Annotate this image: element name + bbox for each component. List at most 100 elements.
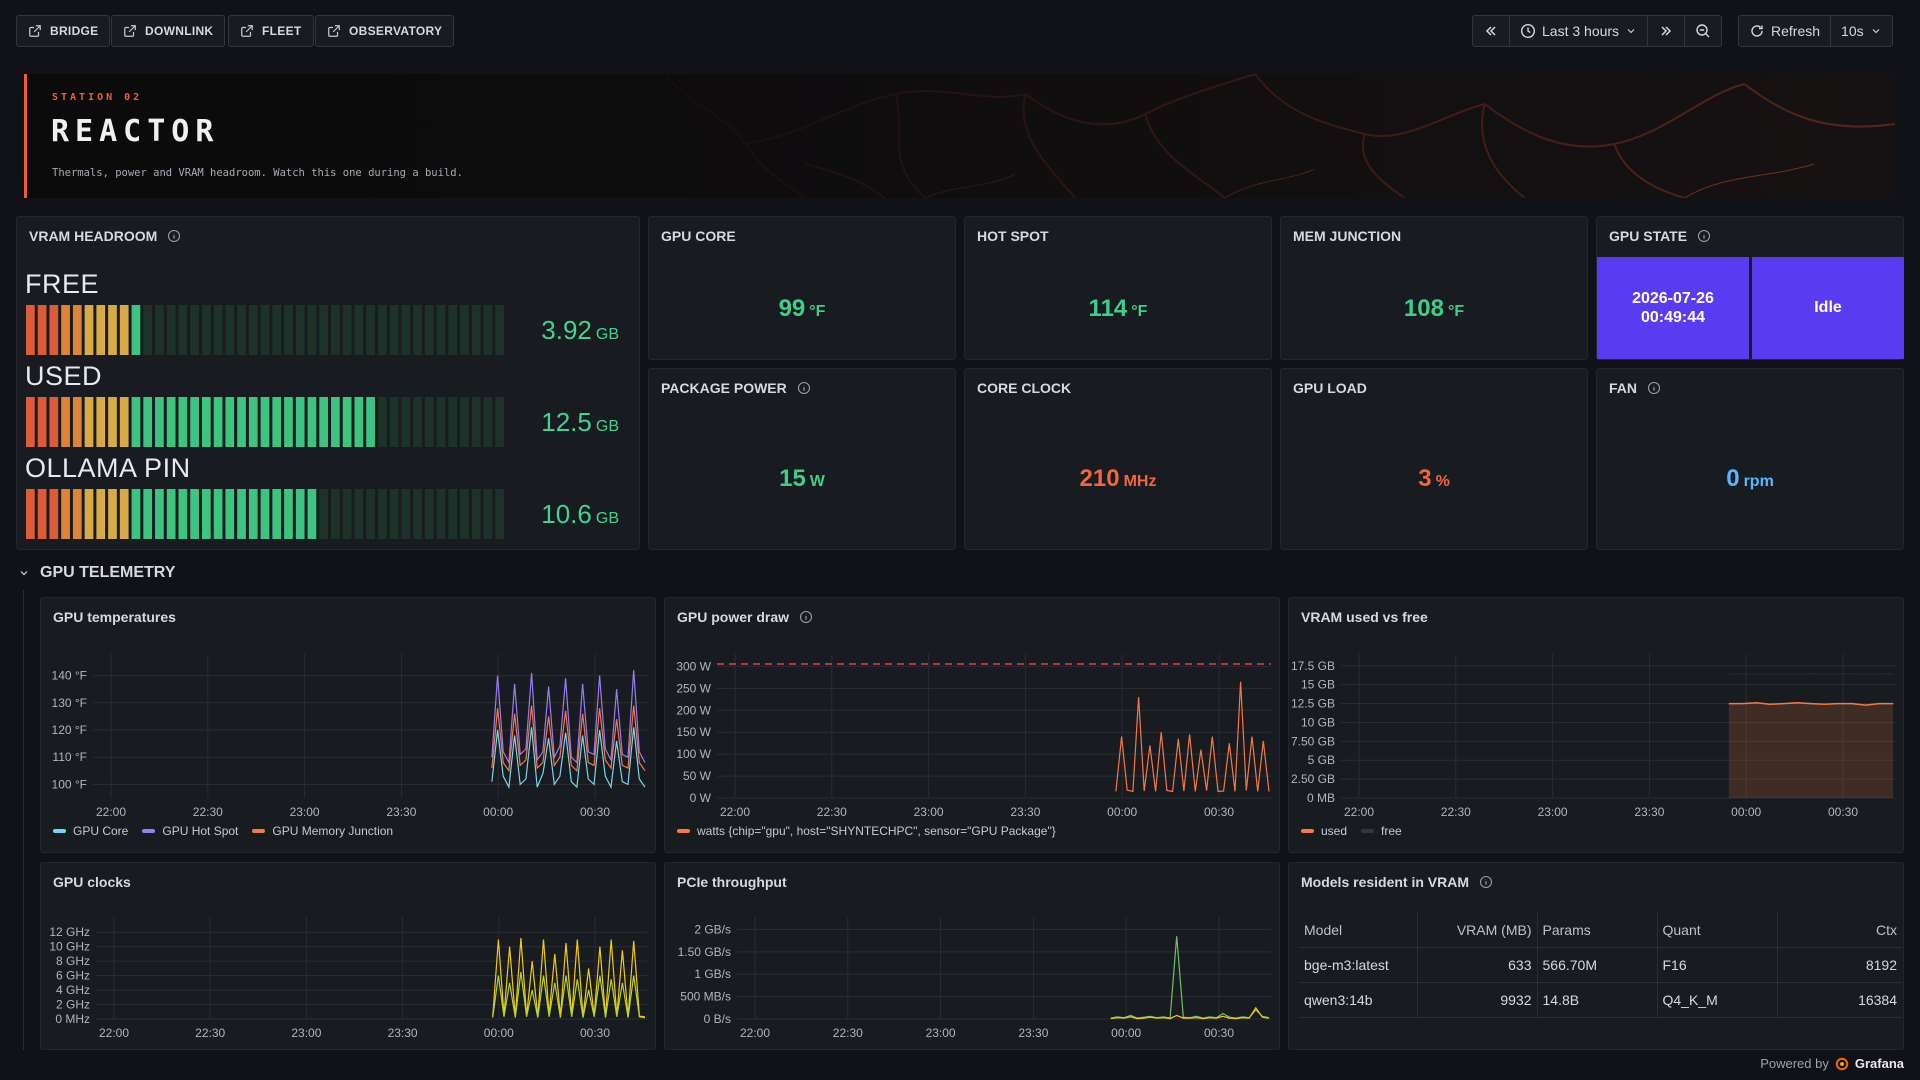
time-shift-back-button[interactable] bbox=[1473, 16, 1510, 46]
y-tick-label: 250 W bbox=[676, 681, 711, 695]
refresh-interval-picker[interactable]: 10s bbox=[1831, 16, 1892, 46]
gauge-segment-lit bbox=[248, 397, 258, 447]
value-number: 99 bbox=[778, 295, 806, 322]
grafana-logo-icon bbox=[1835, 1057, 1849, 1070]
column-header[interactable]: Quant bbox=[1657, 913, 1778, 948]
legend-item[interactable]: GPU Hot Spot bbox=[142, 824, 238, 838]
info-icon[interactable] bbox=[1647, 381, 1661, 395]
info-icon[interactable] bbox=[1479, 875, 1493, 889]
gauge-segment-lit bbox=[319, 397, 329, 447]
gauge-segment-dim bbox=[413, 489, 422, 539]
legend-item[interactable]: GPU Memory Junction bbox=[252, 824, 393, 838]
y-tick-label: 110 °F bbox=[52, 750, 87, 764]
station-banner: STATION 02 REACTOR Thermals, power and V… bbox=[24, 74, 1895, 198]
y-tick-label: 2 GHz bbox=[56, 998, 90, 1012]
legend-item[interactable]: used bbox=[1301, 824, 1347, 838]
pcie-throughput-chart[interactable]: 22:00 22:30 23:00 23:30 00:00 00:30 0 B/s 500 M… bbox=[665, 863, 1281, 1051]
package-power-panel: PACKAGE POWER 15 W bbox=[648, 368, 956, 550]
gauge-segment-lit bbox=[272, 489, 282, 539]
gauge-segment-dim bbox=[495, 489, 504, 539]
chevron-down-icon bbox=[1627, 29, 1635, 34]
value-number: 12.5 bbox=[541, 407, 592, 437]
gauge-segment-lit bbox=[119, 489, 129, 539]
gpu-telemetry-row-toggle[interactable]: GPU TELEMETRY bbox=[18, 564, 175, 582]
nav-link-downlink[interactable]: DOWNLINK bbox=[111, 15, 226, 47]
gpu-core-value: 99 °F bbox=[649, 295, 955, 323]
y-tick-label: 4 GHz bbox=[56, 983, 90, 997]
gauge-segment-dim bbox=[319, 489, 329, 539]
gpu-temperatures-panel: GPU temperatures 22:00 22:30 23:00 23:30 00:… bbox=[40, 597, 656, 853]
vram-free-label: FREE bbox=[25, 269, 100, 299]
gauge-segment-dim bbox=[389, 397, 399, 447]
x-tick-label: 23:00 bbox=[290, 805, 320, 819]
gpu-temperatures-chart[interactable]: 22:00 22:30 23:00 23:30 00:00 00:30 100 °F 110 … bbox=[41, 598, 657, 854]
time-range-label: Last 3 hours bbox=[1542, 23, 1620, 39]
gauge-segment-dim bbox=[331, 305, 340, 355]
column-header[interactable]: Ctx bbox=[1777, 913, 1902, 948]
y-tick-label: 140 °F bbox=[52, 669, 87, 683]
nav-link-bridge[interactable]: BRIDGE bbox=[16, 15, 111, 47]
gauge-segment-lit bbox=[72, 489, 82, 539]
nav-link-observatory[interactable]: OBSERVATORY bbox=[315, 15, 455, 47]
time-range-picker[interactable]: Last 3 hours bbox=[1510, 16, 1649, 46]
column-header[interactable]: Model bbox=[1299, 913, 1418, 948]
gauge-segment-dim bbox=[342, 305, 352, 355]
y-tick-label: 120 °F bbox=[52, 723, 87, 737]
legend-swatch bbox=[53, 829, 66, 833]
info-icon[interactable] bbox=[797, 381, 811, 395]
vram-used-vs-free-chart[interactable]: 22:00 22:30 23:00 23:30 00:00 00:30 0 MB 2.50 G… bbox=[1289, 598, 1905, 854]
core-clock-value: 210 MHz bbox=[965, 465, 1271, 493]
refresh-button[interactable]: Refresh bbox=[1739, 16, 1832, 46]
hot-spot-panel: HOT SPOT 114 °F bbox=[964, 216, 1272, 360]
y-tick-label: 2.50 GB bbox=[1291, 772, 1335, 786]
gauge-segment-lit bbox=[201, 397, 211, 447]
gauge-segment-lit bbox=[248, 489, 258, 539]
zoom-out-button[interactable] bbox=[1685, 16, 1721, 46]
gpu-load-panel: GPU LOAD 3% bbox=[1280, 368, 1588, 550]
gpu-power-draw-chart[interactable]: 22:00 22:30 23:00 23:30 00:00 00:30 0 W 50 W 100… bbox=[665, 598, 1281, 854]
column-header[interactable]: VRAM (MB) bbox=[1417, 913, 1538, 948]
legend-label: watts {chip="gpu", host="SHYNTECHPC", se… bbox=[697, 824, 1056, 838]
nav-link-fleet[interactable]: FLEET bbox=[228, 15, 314, 47]
nav-link-label: BRIDGE bbox=[50, 24, 99, 38]
gauge-segment-dim bbox=[377, 489, 387, 539]
gauge-segment-dim bbox=[413, 397, 422, 447]
panel-title-text: GPU STATE bbox=[1609, 228, 1688, 244]
legend-item[interactable]: GPU Core bbox=[53, 824, 128, 838]
gpu-state-timestamp-cell: 2026-07-26 00:49:44 bbox=[1597, 257, 1749, 359]
gauge-segment-lit bbox=[72, 397, 82, 447]
value-number: 3 bbox=[1418, 465, 1432, 492]
info-icon[interactable] bbox=[1697, 229, 1711, 243]
legend-swatch bbox=[142, 829, 156, 833]
vram-free-value: 3.92 GB bbox=[541, 315, 619, 346]
value-number: 3.92 bbox=[541, 315, 592, 345]
column-header[interactable]: Params bbox=[1537, 913, 1658, 948]
series-line bbox=[491, 670, 646, 765]
gauge-segment-lit bbox=[178, 489, 188, 539]
vram-used-value: 12.5 GB bbox=[541, 407, 619, 438]
gauge-segment-lit bbox=[143, 397, 153, 447]
gauge-segment-dim bbox=[155, 305, 164, 355]
gauge-segment-lit bbox=[190, 397, 199, 447]
time-shift-forward-button[interactable] bbox=[1648, 16, 1686, 46]
x-tick-label: 00:30 bbox=[580, 1026, 610, 1040]
gauge-segment-lit bbox=[201, 489, 211, 539]
x-tick-label: 22:00 bbox=[96, 805, 126, 819]
info-icon[interactable] bbox=[167, 229, 181, 243]
external-link-icon bbox=[241, 25, 253, 37]
x-tick-label: 23:00 bbox=[1538, 805, 1568, 819]
gauge-segment-dim bbox=[401, 305, 411, 355]
gauge-segment-dim bbox=[436, 397, 446, 447]
info-icon[interactable] bbox=[799, 610, 813, 624]
legend-item[interactable]: free bbox=[1361, 824, 1402, 838]
panel-title-text: VRAM HEADROOM bbox=[29, 228, 158, 244]
y-tick-label: 8 GHz bbox=[56, 954, 90, 968]
gauge-segment-dim bbox=[401, 489, 411, 539]
package-power-value: 15 W bbox=[649, 465, 955, 493]
chevrons-left-icon bbox=[1485, 26, 1496, 36]
y-tick-label: 100 °F bbox=[52, 777, 87, 791]
powered-by-footer[interactable]: Powered by Grafana bbox=[1760, 1056, 1904, 1071]
legend-item[interactable]: watts {chip="gpu", host="SHYNTECHPC", se… bbox=[677, 824, 1056, 838]
gauge-segment-lit bbox=[307, 489, 317, 539]
